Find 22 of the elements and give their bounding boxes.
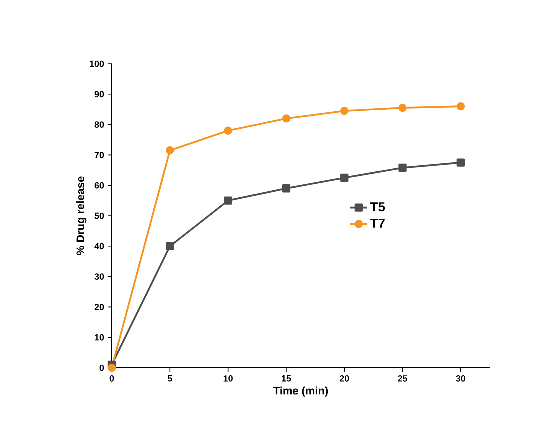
y-tick-label: 90 — [94, 91, 104, 98]
y-tick-label: 10 — [95, 334, 104, 341]
y-tick-label: 0 — [100, 364, 104, 372]
y-axis-title: % Drug release — [76, 176, 87, 256]
y-tick-label: 50 — [94, 212, 104, 220]
y-tick-label: 80 — [94, 122, 104, 128]
y-tick-label: 100 — [90, 60, 104, 68]
legend-label: T5 — [370, 202, 386, 212]
x-tick-label: 10 — [224, 376, 233, 382]
x-tick-label: 15 — [282, 376, 292, 382]
y-tick-label: 20 — [94, 304, 104, 310]
legend-label: T7 — [370, 218, 385, 228]
x-tick-label: 25 — [398, 376, 408, 382]
y-tick-label: 40 — [94, 243, 104, 250]
y-tick-label: 70 — [94, 152, 104, 158]
y-tick-label: 60 — [94, 182, 104, 189]
x-tick-label: 30 — [456, 376, 466, 382]
x-tick-label: 0 — [110, 376, 114, 382]
y-tick-label: 30 — [94, 274, 104, 280]
x-tick-label: 5 — [168, 376, 172, 382]
x-axis-title: Time (min) — [274, 386, 328, 397]
x-tick-label: 20 — [340, 376, 350, 382]
